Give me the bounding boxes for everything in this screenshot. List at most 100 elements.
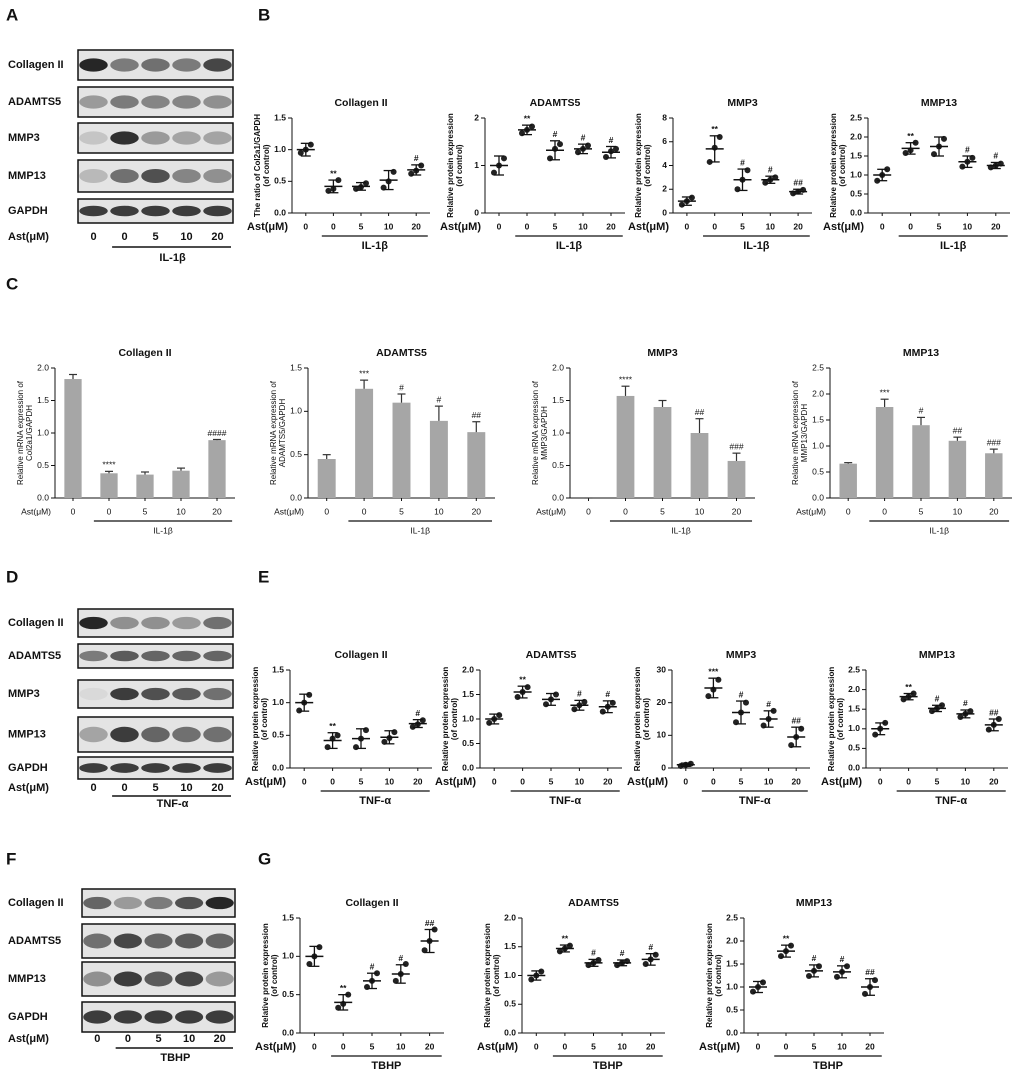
x-tick-label: 0	[784, 1041, 789, 1051]
dose-value: 5	[152, 782, 158, 794]
x-tick-label: 0	[880, 221, 885, 231]
y-axis-label: (of control)	[455, 144, 464, 187]
x-tick-label: 10	[396, 1041, 406, 1051]
chart-title: ADAMTS5	[530, 97, 581, 109]
panel-letter: B	[258, 5, 270, 24]
y-tick-label: 10	[657, 730, 667, 740]
blot-label: ADAMTS5	[8, 650, 61, 662]
treatment-label: TBHP	[593, 1060, 623, 1072]
x-tick-label: 5	[370, 1041, 375, 1051]
x-axis-label: Ast(μM)	[435, 776, 476, 788]
x-tick-label: 10	[953, 506, 963, 516]
chart-title: Collagen II	[334, 97, 387, 109]
x-tick-label: 0	[534, 1041, 539, 1051]
x-tick-label: 0	[712, 221, 717, 231]
significance: #	[398, 953, 403, 963]
data-point	[834, 973, 840, 980]
x-tick-label: 5	[935, 776, 940, 786]
x-tick-label: 20	[732, 506, 742, 516]
chart: MMP13 0.0 0.5 1.0 1.5 2.0 2.5 Relative protein …	[823, 97, 1010, 252]
y-tick-label: 6	[662, 136, 667, 146]
x-tick-label: 20	[791, 776, 801, 786]
chart-title: Collagen II	[118, 347, 171, 359]
y-axis-label: (of control)	[714, 954, 723, 997]
y-tick-label: 0.0	[282, 1027, 294, 1037]
x-tick-label: 10	[764, 776, 774, 786]
x-tick-label: 0	[341, 1041, 346, 1051]
x-tick-label: 0	[586, 506, 591, 516]
chart: MMP13 0.0 0.5 1.0 1.5 2.0 2.5 Relative mRNA exp…	[791, 347, 1012, 535]
y-tick-label: 0	[474, 207, 479, 217]
data-point	[391, 729, 398, 736]
significance: #	[437, 394, 442, 404]
treatment-label: TBHP	[813, 1060, 843, 1072]
x-tick-label: 5	[553, 221, 558, 231]
blot-band	[141, 687, 170, 701]
y-tick-label: 0.0	[504, 1027, 516, 1037]
significance: ##	[472, 410, 482, 420]
data-point	[334, 732, 341, 739]
blot-frame	[77, 122, 234, 154]
chart-title: MMP3	[726, 649, 756, 661]
chart-title: Collagen II	[345, 897, 398, 909]
bar	[839, 463, 857, 498]
blot-label: MMP13	[8, 728, 46, 740]
chart: MMP3 0 2 4 6 8 Relative protein expression (of …	[628, 97, 812, 252]
data-point	[642, 961, 649, 967]
y-tick-label: 1.5	[290, 362, 302, 372]
data-point	[421, 947, 428, 954]
treatment-label: IL-1β	[362, 240, 389, 252]
y-axis-label: Relative protein expression	[261, 923, 270, 1028]
significance: ##	[989, 707, 999, 717]
bar	[208, 440, 226, 498]
x-tick-label: 20	[425, 1041, 435, 1051]
treatment-label: TNF-α	[359, 795, 391, 807]
y-tick-label: 30	[657, 664, 667, 674]
x-tick-label: 5	[399, 506, 404, 516]
data-point	[402, 961, 409, 967]
significance: ##	[791, 715, 801, 725]
significance: ####	[208, 428, 227, 438]
y-axis-label: The ratio of Col2a1/GAPDH	[253, 114, 262, 217]
blot-frame	[77, 86, 234, 118]
x-axis-label: Ast(μM)	[627, 776, 668, 788]
x-tick-label: 10	[575, 776, 585, 786]
significance: ##	[425, 918, 435, 928]
y-tick-label: 0.5	[726, 1004, 738, 1014]
blot-label: Collagen II	[8, 59, 64, 71]
blot-band	[141, 58, 170, 72]
x-axis-label: Ast(μM)	[699, 1041, 740, 1053]
treatment-label: IL-1β	[159, 252, 186, 264]
x-tick-label: 20	[413, 776, 423, 786]
significance: #	[739, 689, 744, 699]
blot-band	[110, 616, 139, 630]
x-tick-label: 0	[756, 1041, 761, 1051]
x-tick-label: 20	[793, 221, 803, 231]
blot-band	[110, 168, 139, 184]
significance: #	[553, 129, 558, 139]
y-tick-label: 2.0	[462, 664, 474, 674]
blot-band	[172, 205, 201, 217]
significance: #	[993, 151, 998, 161]
y-tick-label: 0.5	[272, 730, 284, 740]
x-tick-label: 20	[603, 776, 613, 786]
y-tick-label: 4	[662, 160, 667, 170]
y-tick-label: 2.0	[504, 912, 516, 922]
blot-band	[203, 650, 232, 662]
blot-band	[172, 763, 201, 773]
blot-band	[203, 726, 232, 743]
y-tick-label: 1.0	[272, 697, 284, 707]
blot-band	[172, 95, 201, 109]
x-tick-label: 20	[865, 1041, 875, 1051]
y-tick-label: 2.0	[848, 684, 860, 694]
panel-letter: E	[258, 567, 269, 586]
dose-label: Ast(μM)	[8, 782, 49, 794]
x-tick-label: 0	[882, 506, 887, 516]
y-tick-label: 0	[662, 207, 667, 217]
y-axis-label: (of control)	[450, 698, 459, 741]
blot-band	[141, 95, 170, 109]
dose-value: 0	[125, 1033, 131, 1045]
x-tick-label: 20	[991, 221, 1001, 231]
significance: **	[783, 933, 790, 943]
dose-value: 0	[121, 782, 127, 794]
